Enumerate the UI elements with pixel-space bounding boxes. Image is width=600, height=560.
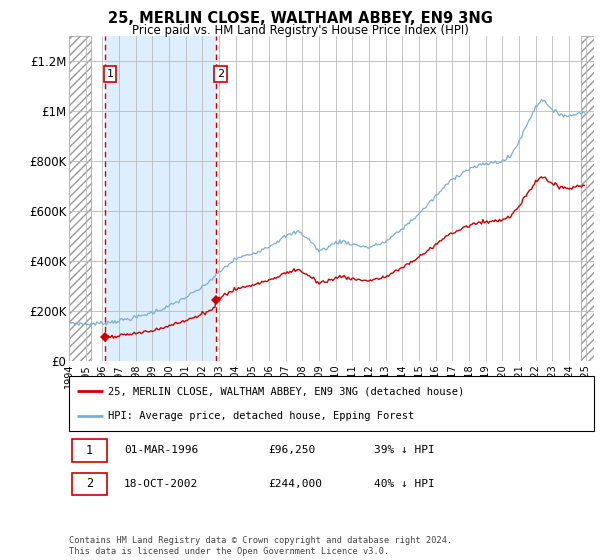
FancyBboxPatch shape <box>69 376 594 431</box>
Text: 40% ↓ HPI: 40% ↓ HPI <box>373 479 434 489</box>
Text: 1: 1 <box>86 444 93 457</box>
Text: £244,000: £244,000 <box>269 479 323 489</box>
Bar <box>69 36 91 361</box>
Text: Price paid vs. HM Land Registry's House Price Index (HPI): Price paid vs. HM Land Registry's House … <box>131 24 469 36</box>
Text: 01-MAR-1996: 01-MAR-1996 <box>124 445 199 455</box>
Text: 25, MERLIN CLOSE, WALTHAM ABBEY, EN9 3NG: 25, MERLIN CLOSE, WALTHAM ABBEY, EN9 3NG <box>107 11 493 26</box>
Text: 18-OCT-2002: 18-OCT-2002 <box>124 479 199 489</box>
Text: HPI: Average price, detached house, Epping Forest: HPI: Average price, detached house, Eppi… <box>109 412 415 421</box>
Text: 2: 2 <box>86 477 93 491</box>
Text: 1: 1 <box>107 69 113 79</box>
Text: £96,250: £96,250 <box>269 445 316 455</box>
FancyBboxPatch shape <box>71 473 107 495</box>
Bar <box>581 36 594 361</box>
Text: 2: 2 <box>217 69 224 79</box>
Text: 39% ↓ HPI: 39% ↓ HPI <box>373 445 434 455</box>
FancyBboxPatch shape <box>71 439 107 461</box>
Bar <box>105 36 215 361</box>
Text: 25, MERLIN CLOSE, WALTHAM ABBEY, EN9 3NG (detached house): 25, MERLIN CLOSE, WALTHAM ABBEY, EN9 3NG… <box>109 386 464 396</box>
Text: Contains HM Land Registry data © Crown copyright and database right 2024.
This d: Contains HM Land Registry data © Crown c… <box>69 536 452 556</box>
